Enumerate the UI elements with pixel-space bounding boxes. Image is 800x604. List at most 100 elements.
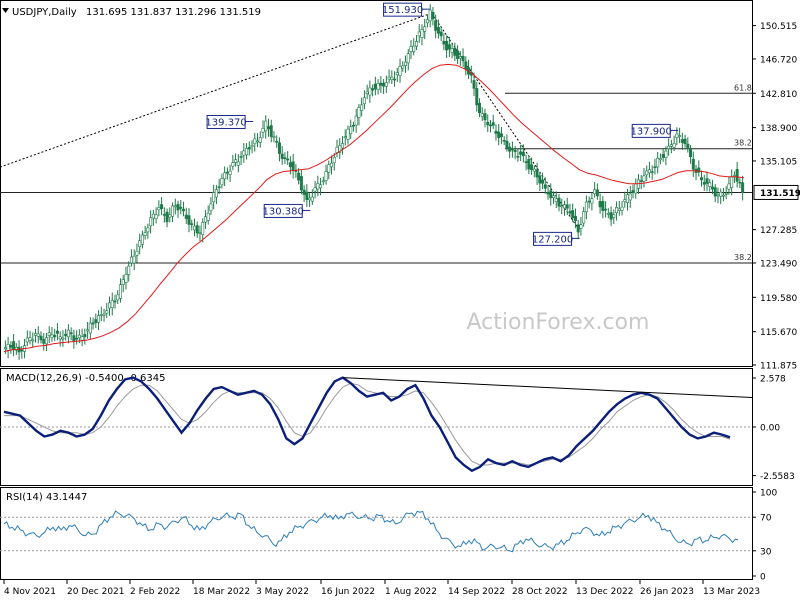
candle-body bbox=[261, 128, 265, 133]
y-tick-label: 138.900 bbox=[760, 124, 797, 134]
candle-body bbox=[220, 178, 224, 186]
candle-body bbox=[351, 124, 355, 127]
candle-body bbox=[58, 336, 62, 340]
candle-body bbox=[543, 184, 547, 189]
candle-body bbox=[192, 225, 196, 231]
candle-body bbox=[642, 175, 646, 182]
candle-body bbox=[557, 197, 561, 207]
candle-body bbox=[357, 107, 361, 118]
fib-level-label: 38.2 bbox=[734, 139, 752, 148]
candle-body bbox=[716, 194, 720, 197]
candle-body bbox=[478, 102, 482, 114]
candle-body bbox=[442, 40, 446, 45]
candle-body bbox=[617, 208, 621, 211]
macd-trendline bbox=[342, 377, 753, 399]
candle-body bbox=[102, 313, 106, 316]
candle-body bbox=[409, 46, 413, 52]
candle-body bbox=[34, 333, 38, 336]
current-price-box bbox=[753, 184, 799, 200]
candle-body bbox=[86, 329, 90, 332]
candle-body bbox=[689, 149, 693, 158]
candle-body bbox=[327, 164, 331, 173]
candle-body bbox=[310, 196, 314, 202]
candle-body bbox=[297, 172, 301, 181]
x-tick-label: 16 Jun 2022 bbox=[321, 587, 375, 597]
candle-body bbox=[116, 294, 120, 301]
y-tick-label: 131.519 bbox=[760, 189, 800, 199]
candle-body bbox=[173, 205, 177, 208]
candle-body bbox=[118, 284, 122, 299]
candle-body bbox=[362, 97, 366, 105]
candle-body bbox=[171, 205, 175, 217]
candle-body bbox=[472, 80, 476, 89]
candle-body bbox=[560, 205, 564, 208]
candle-body bbox=[650, 171, 654, 173]
candle-body bbox=[587, 200, 591, 203]
candle-body bbox=[631, 190, 635, 193]
candle-body bbox=[214, 189, 218, 198]
y-tick-label: 0.00 bbox=[760, 424, 780, 434]
price-chart: 150.515 146.720 142.810 138.900 135.105 131.5… bbox=[0, 2, 800, 372]
candle-body bbox=[661, 154, 665, 158]
candle-body bbox=[42, 339, 46, 344]
candle-body bbox=[83, 334, 87, 337]
candle-body bbox=[201, 222, 205, 235]
candle-body bbox=[713, 187, 717, 197]
candle-body bbox=[499, 133, 503, 138]
rsi-line bbox=[3, 510, 739, 553]
candle-body bbox=[497, 131, 501, 139]
candle-body bbox=[162, 214, 166, 216]
candle-body bbox=[538, 175, 542, 184]
candle-body bbox=[390, 76, 394, 81]
candle-body bbox=[151, 213, 155, 219]
candle-body bbox=[105, 310, 109, 314]
candle-body bbox=[639, 180, 643, 182]
x-tick-label: 28 Oct 2022 bbox=[512, 587, 568, 597]
candle-body bbox=[672, 142, 676, 148]
candle-body bbox=[565, 204, 569, 209]
candle-body bbox=[12, 341, 16, 351]
candle-body bbox=[541, 179, 545, 184]
candle-body bbox=[146, 227, 150, 233]
candle-body bbox=[401, 65, 405, 69]
y-tick-label: 115.670 bbox=[760, 328, 797, 338]
y-tick-label: 2.578 bbox=[760, 375, 786, 385]
candle-body bbox=[420, 29, 424, 38]
candle-body bbox=[398, 65, 402, 76]
candle-body bbox=[491, 122, 495, 126]
candle-body bbox=[6, 344, 10, 351]
candle-body bbox=[530, 164, 534, 170]
candle-body bbox=[634, 183, 638, 194]
fib-level-label: 38.2 bbox=[734, 253, 752, 262]
candle-body bbox=[346, 128, 350, 140]
candle-body bbox=[691, 158, 695, 170]
candle-body bbox=[532, 168, 536, 172]
candle-body bbox=[447, 44, 451, 50]
y-tick-label: 30 bbox=[760, 547, 772, 557]
candle-body bbox=[53, 334, 57, 338]
candle-body bbox=[195, 225, 199, 234]
y-tick-label: 135.105 bbox=[760, 157, 797, 167]
candle-body bbox=[209, 203, 213, 212]
candle-body bbox=[132, 255, 136, 264]
candle-body bbox=[50, 334, 54, 338]
watermark: ActionForex.com bbox=[467, 310, 650, 335]
candle-body bbox=[368, 87, 372, 96]
candle-body bbox=[609, 212, 613, 220]
candle-body bbox=[664, 150, 668, 158]
candle-body bbox=[450, 48, 454, 53]
candle-body bbox=[269, 125, 273, 137]
candle-body bbox=[735, 169, 739, 182]
candle-body bbox=[568, 211, 572, 214]
candle-body bbox=[349, 126, 353, 135]
dropdown-triangle-icon[interactable] bbox=[2, 8, 9, 13]
y-tick-label: 123.490 bbox=[760, 259, 797, 269]
candle-body bbox=[738, 181, 742, 184]
candle-body bbox=[365, 91, 369, 94]
candle-body bbox=[190, 223, 194, 225]
candle-body bbox=[461, 55, 465, 62]
candle-body bbox=[505, 140, 509, 148]
rsi-panel bbox=[0, 487, 753, 580]
candle-body bbox=[480, 113, 484, 117]
